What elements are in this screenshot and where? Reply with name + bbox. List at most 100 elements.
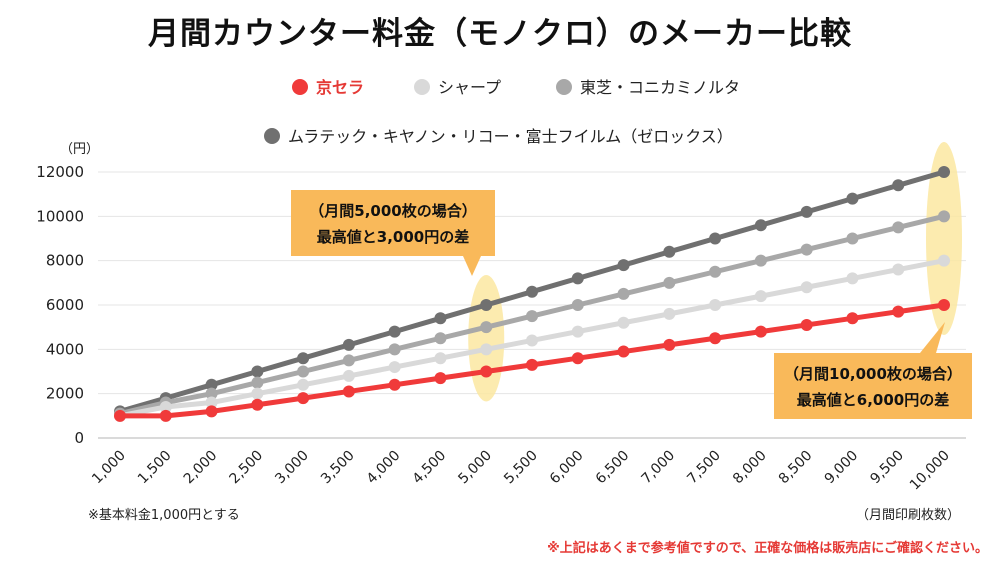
x-axis-label: （月間印刷枚数） xyxy=(856,508,960,523)
data-point xyxy=(663,307,676,320)
data-point xyxy=(754,325,767,338)
highlight-ellipse xyxy=(468,275,505,402)
data-point xyxy=(388,378,401,391)
legend-item-2: 東芝・コニカミノルタ xyxy=(556,78,740,97)
data-point xyxy=(251,387,264,400)
data-point xyxy=(800,205,813,218)
data-point xyxy=(297,365,310,378)
legend-item-0: 京セラ xyxy=(292,78,364,97)
data-point xyxy=(205,405,218,418)
data-point xyxy=(571,272,584,285)
annotations: （月間5,000枚の場合） 最高値と3,000円の差 （月間10,000枚の場合） 最… xyxy=(291,190,972,419)
data-point xyxy=(388,361,401,374)
data-point xyxy=(342,369,355,382)
data-point xyxy=(159,400,172,413)
y-tick-label: 10000 xyxy=(36,207,84,225)
data-point xyxy=(526,285,538,298)
data-point xyxy=(342,385,355,398)
data-point xyxy=(251,365,264,378)
data-point xyxy=(205,387,218,400)
data-point xyxy=(663,338,676,351)
data-point xyxy=(480,343,493,356)
y-tick-label: 4000 xyxy=(46,340,84,358)
data-point xyxy=(205,378,218,391)
data-point xyxy=(709,332,722,345)
x-tick-label: 2,000 xyxy=(181,448,221,488)
data-point xyxy=(709,299,722,311)
data-point xyxy=(617,287,630,300)
legend-item-3: ムラテック・キヤノン・リコー・富士フイルム（ゼロックス） xyxy=(264,127,733,146)
x-tick-label: 8,500 xyxy=(776,448,816,488)
data-point xyxy=(754,254,767,267)
x-tick-label: 3,500 xyxy=(318,448,358,488)
data-point xyxy=(617,259,630,272)
y-axis-unit: （円） xyxy=(60,142,99,157)
series-2 xyxy=(114,210,950,420)
callout-box xyxy=(774,353,972,419)
data-point xyxy=(526,310,538,323)
data-point xyxy=(800,281,813,294)
data-point xyxy=(846,312,859,325)
x-tick-label: 5,000 xyxy=(455,448,495,488)
data-point xyxy=(342,338,355,351)
y-tick-label: 6000 xyxy=(46,296,84,314)
data-point xyxy=(754,290,767,303)
data-point xyxy=(709,232,722,245)
data-point xyxy=(571,325,584,338)
x-tick-label: 6,500 xyxy=(593,448,633,488)
legend-label: 東芝・コニカミノルタ xyxy=(580,78,740,97)
callout-text: 最高値と3,000円の差 xyxy=(317,228,469,246)
data-point xyxy=(938,254,950,267)
data-point xyxy=(480,299,493,311)
data-point xyxy=(480,365,493,378)
legend-marker-icon xyxy=(414,79,430,95)
callout-pointer xyxy=(463,256,481,276)
callout-text: （月間10,000枚の場合） xyxy=(784,365,962,383)
x-tick-label: 7,000 xyxy=(638,448,678,488)
data-point xyxy=(938,210,950,223)
y-tick-label: 12000 xyxy=(36,163,84,181)
data-point xyxy=(434,372,447,385)
x-tick-label: 2,500 xyxy=(226,448,266,488)
data-point xyxy=(938,166,950,178)
legend-label: 京セラ xyxy=(316,78,364,97)
callout-pointer xyxy=(920,322,945,353)
data-point xyxy=(846,192,859,205)
legend-label: ムラテック・キヤノン・リコー・富士フイルム（ゼロックス） xyxy=(288,127,733,146)
data-point xyxy=(251,376,264,389)
legend-marker-icon xyxy=(264,128,280,144)
data-point xyxy=(892,263,905,276)
x-tick-label: 1,000 xyxy=(89,448,129,488)
data-point xyxy=(205,396,218,409)
legend: 京セラ シャープ 東芝・コニカミノルタムラテック・キヤノン・リコー・富士フイルム（ゼ… xyxy=(264,78,740,146)
x-tick-label: 4,500 xyxy=(410,448,450,488)
data-point xyxy=(526,358,538,371)
x-tick-label: 4,000 xyxy=(364,448,404,488)
data-point xyxy=(114,409,126,422)
series-0 xyxy=(114,299,950,422)
highlight-ellipse xyxy=(926,142,962,335)
legend-marker-icon xyxy=(292,79,308,95)
data-point xyxy=(434,312,447,325)
data-point xyxy=(297,392,310,405)
annotation-callout: （月間5,000枚の場合） 最高値と3,000円の差 xyxy=(291,190,495,276)
data-point xyxy=(846,232,859,245)
data-point xyxy=(571,299,584,311)
data-point xyxy=(617,345,630,358)
data-point xyxy=(617,316,630,329)
data-point xyxy=(434,332,447,345)
data-point xyxy=(526,334,538,347)
y-axis: 0 2000 4000 6000 8000 10000 12000 xyxy=(36,163,84,447)
series-lines xyxy=(114,166,950,422)
data-point xyxy=(251,398,264,411)
data-point xyxy=(846,272,859,285)
data-point xyxy=(297,352,310,365)
legend-item-1: シャープ xyxy=(414,78,501,97)
callout-text: （月間5,000枚の場合） xyxy=(309,202,476,220)
x-tick-label: 9,500 xyxy=(867,448,907,488)
data-point xyxy=(159,409,172,422)
gridlines xyxy=(98,171,966,439)
x-tick-label: 8,000 xyxy=(730,448,770,488)
data-point xyxy=(571,352,584,365)
